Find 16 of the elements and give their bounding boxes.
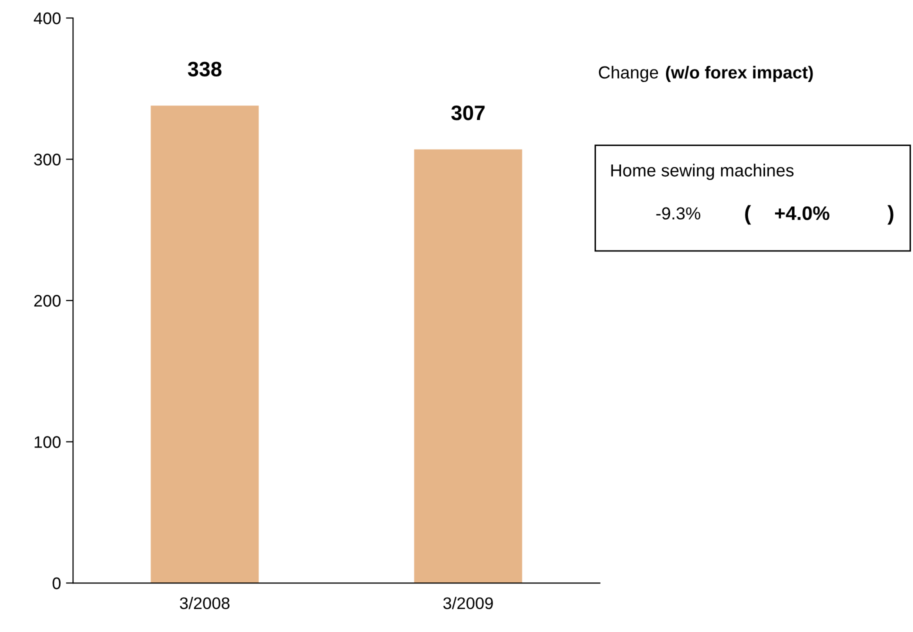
data-label: 307 — [451, 106, 485, 120]
y-tick-label: 100 — [34, 436, 61, 448]
y-tick-label: 300 — [34, 154, 61, 166]
text: Home sewing machines — [611, 164, 794, 180]
text: -9.3% — [656, 207, 700, 220]
text: +4.0% — [775, 206, 830, 220]
x-tick-label: 3/2009 — [443, 596, 493, 610]
annotation: Change — [598, 66, 658, 82]
y-tick-label: 200 — [34, 294, 61, 307]
y-tick-label: 400 — [34, 12, 61, 24]
y-tick-label: 0 — [52, 577, 61, 590]
data-label: 338 — [188, 62, 222, 76]
x-tick-label: 3/2008 — [180, 596, 230, 610]
text: ) — [887, 205, 894, 225]
text: (w/o forex impact) — [666, 66, 813, 82]
text: ( — [745, 205, 752, 225]
